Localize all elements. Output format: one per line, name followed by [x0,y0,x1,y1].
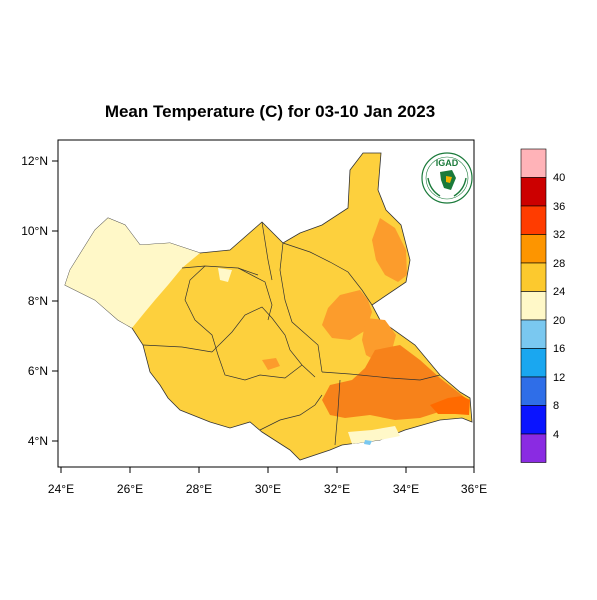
hot-zone-southeast [430,396,470,415]
x-tick-label: 32°E [324,482,350,496]
warm-spot-central [262,358,280,370]
colorbar-label: 4 [553,429,559,441]
y-tick-label: 6°N [28,364,48,378]
x-tick-label: 34°E [393,482,419,496]
colorbar-segment [520,234,547,264]
warm-zone-southeast [322,345,468,420]
x-tick-label: 36°E [461,482,487,496]
colorbar-label: 32 [553,229,565,241]
x-axis-ticks [60,467,475,473]
y-axis-ticks [52,160,58,442]
colorbar-label: 20 [553,315,565,327]
colorbar-segment [520,262,547,292]
cool-zone-west [65,218,200,328]
colorbar-label: 12 [553,372,565,384]
colorbar-label: 28 [553,258,565,270]
colorbar-label: 40 [553,172,565,184]
logo-text: IGAD [436,158,459,168]
warm-zone-northeast [372,218,407,282]
colorbar-label: 36 [553,201,565,213]
warm-zone-east-1 [322,290,372,340]
x-tick-label: 30°E [255,482,281,496]
y-tick-label: 10°N [21,224,48,238]
colorbar-segment [520,376,547,406]
cool-spot-blue [364,440,372,445]
colorbar-label: 24 [553,286,565,298]
colorbar-label: 16 [553,343,565,355]
colorbar-segment [520,291,547,321]
colorbar [520,148,547,463]
state-boundaries [142,221,441,446]
cool-zone-south [348,426,400,444]
x-tick-label: 24°E [48,482,74,496]
colorbar-segment [520,348,547,378]
colorbar-segment [520,405,547,435]
y-tick-label: 8°N [28,294,48,308]
colorbar-segment [520,319,547,349]
x-tick-label: 28°E [186,482,212,496]
igad-logo: IGAD [421,152,473,204]
colorbar-segment [520,148,547,178]
cool-zone-north [218,268,232,282]
map-title: Mean Temperature (C) for 03-10 Jan 2023 [104,102,436,121]
colorbar-segment [520,177,547,207]
x-tick-label: 26°E [117,482,143,496]
y-tick-label: 12°N [21,154,48,168]
colorbar-segment [520,205,547,235]
y-tick-label: 4°N [28,434,48,448]
colorbar-segment [520,433,547,463]
colorbar-label: 8 [553,400,559,412]
